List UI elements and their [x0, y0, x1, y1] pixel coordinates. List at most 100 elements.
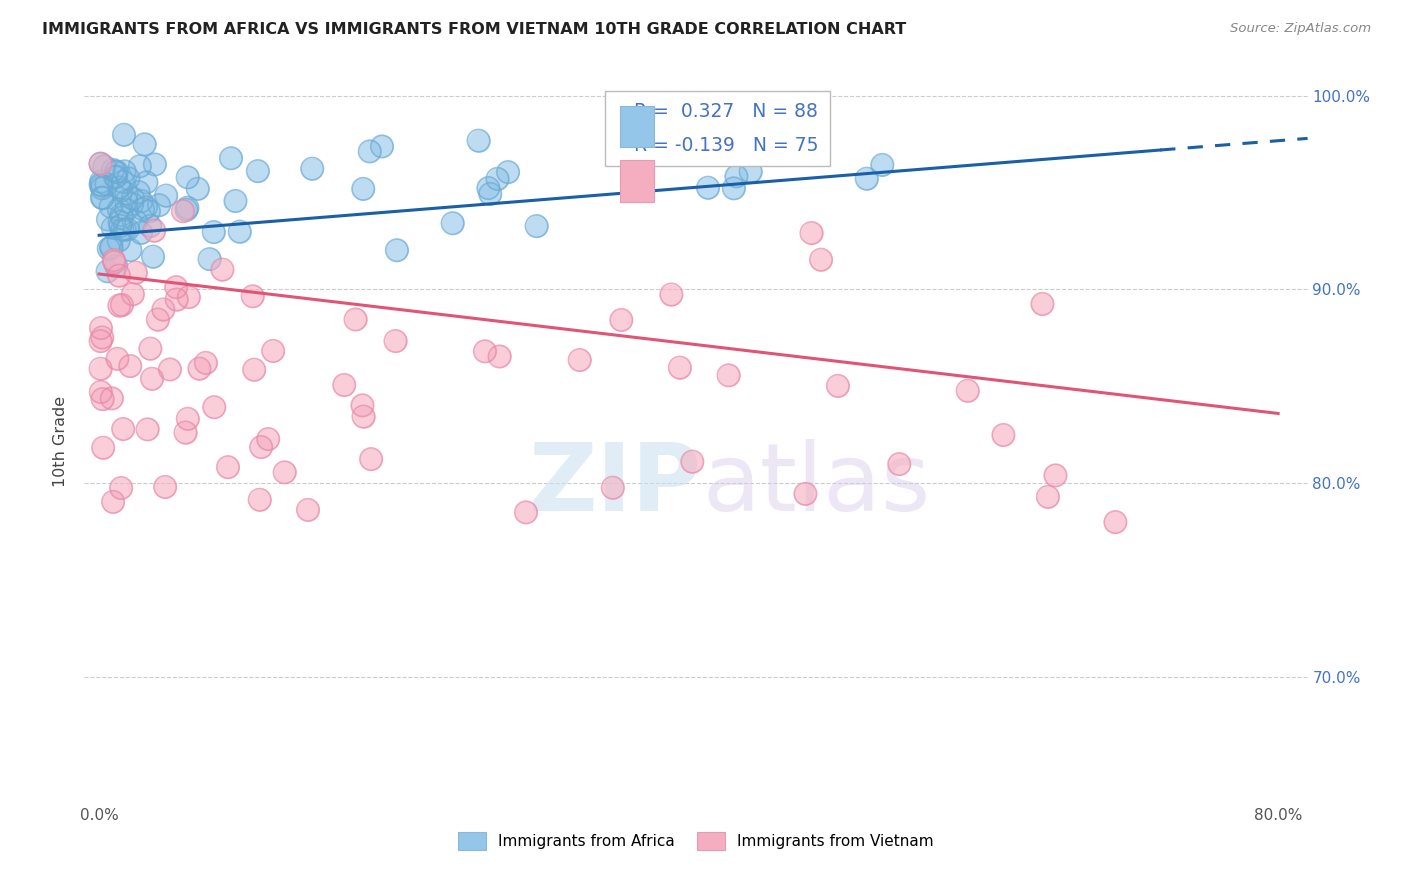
Point [1031, 297, 1053, 311]
Point [100, 240, 122, 254]
Point [602, 481, 624, 495]
Point [117, 222, 139, 236]
Point [125, 266, 148, 280]
Point [90, 384, 112, 399]
Point [669, 360, 692, 375]
Point [176, 201, 198, 215]
Point [110, 219, 132, 233]
Point [141, 372, 163, 386]
Point [800, 226, 823, 240]
Point [108, 202, 131, 217]
Point [723, 181, 745, 195]
FancyBboxPatch shape [620, 160, 654, 202]
Point [134, 137, 156, 152]
Point [740, 164, 762, 178]
Legend: Immigrants from Africa, Immigrants from Vietnam: Immigrants from Africa, Immigrants from … [451, 826, 941, 856]
Point [176, 201, 198, 215]
Point [136, 422, 159, 436]
Point [371, 139, 394, 153]
Point [359, 145, 381, 159]
Point [224, 194, 246, 208]
Point [242, 289, 264, 303]
Point [108, 299, 131, 313]
Point [153, 480, 176, 494]
Text: atlas: atlas [702, 439, 931, 531]
Point [697, 180, 720, 194]
Point [101, 163, 124, 178]
Point [827, 379, 849, 393]
Point [143, 224, 166, 238]
Point [115, 186, 138, 201]
Point [108, 180, 131, 194]
Point [177, 290, 200, 304]
Point [610, 313, 633, 327]
Point [110, 183, 132, 197]
Point [188, 361, 211, 376]
Point [855, 171, 877, 186]
Point [956, 384, 979, 398]
Point [228, 225, 250, 239]
Point [148, 198, 170, 212]
Point [115, 186, 138, 201]
Point [91, 191, 114, 205]
Point [467, 134, 489, 148]
Point [384, 334, 406, 348]
Point [105, 259, 128, 273]
Point [725, 169, 748, 184]
Point [725, 169, 748, 184]
Point [1045, 468, 1067, 483]
Point [110, 481, 132, 495]
Point [198, 252, 221, 266]
Point [125, 214, 148, 228]
Point [344, 312, 367, 326]
Point [96, 264, 118, 278]
Point [202, 225, 225, 239]
Point [96, 264, 118, 278]
Point [249, 492, 271, 507]
Point [110, 219, 132, 233]
Point [139, 342, 162, 356]
Point [224, 194, 246, 208]
Point [217, 460, 239, 475]
Point [114, 164, 136, 178]
Point [111, 298, 134, 312]
Point [129, 226, 152, 240]
Point [775, 146, 797, 161]
Point [111, 211, 134, 225]
Point [352, 182, 374, 196]
Point [101, 495, 124, 509]
Point [105, 164, 128, 178]
Point [352, 398, 374, 412]
Point [159, 362, 181, 376]
Point [136, 422, 159, 436]
Point [153, 480, 176, 494]
Point [194, 356, 217, 370]
Point [794, 487, 817, 501]
Point [1031, 297, 1053, 311]
Point [187, 182, 209, 196]
Point [681, 455, 703, 469]
Point [301, 161, 323, 176]
Point [90, 175, 112, 189]
Point [105, 164, 128, 178]
Point [262, 343, 284, 358]
Point [132, 202, 155, 217]
Point [243, 362, 266, 376]
Point [371, 139, 394, 153]
Point [107, 234, 129, 248]
Point [108, 180, 131, 194]
Point [176, 202, 198, 217]
Point [273, 466, 295, 480]
Point [135, 175, 157, 189]
Point [100, 392, 122, 406]
Point [794, 487, 817, 501]
Point [148, 198, 170, 212]
Point [117, 222, 139, 236]
Point [219, 151, 242, 165]
Point [872, 158, 894, 172]
Point [97, 242, 120, 256]
Point [810, 252, 832, 267]
Point [120, 359, 142, 373]
Point [993, 428, 1015, 442]
Point [146, 312, 169, 326]
